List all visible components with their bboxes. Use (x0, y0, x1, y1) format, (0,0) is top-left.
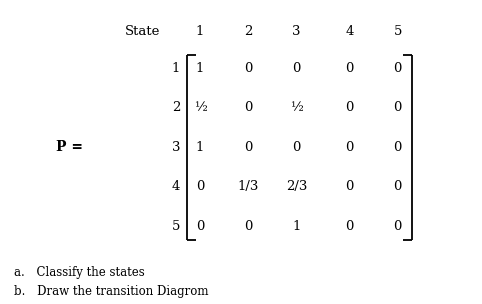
Text: 0: 0 (345, 102, 354, 114)
Text: 1: 1 (172, 62, 180, 75)
Text: 0: 0 (345, 181, 354, 193)
Text: a.  Classify the states: a. Classify the states (14, 266, 145, 278)
Text: 1: 1 (292, 220, 301, 233)
Text: 0: 0 (393, 141, 402, 154)
Text: 5: 5 (172, 220, 180, 233)
Text: P =: P = (56, 140, 83, 154)
Text: State: State (124, 26, 160, 38)
Text: 0: 0 (196, 181, 204, 193)
Text: 2/3: 2/3 (286, 181, 307, 193)
Text: 0: 0 (393, 62, 402, 75)
Text: 2: 2 (172, 102, 180, 114)
Text: 3: 3 (172, 141, 180, 154)
Text: 1: 1 (196, 62, 204, 75)
Text: 0: 0 (244, 220, 253, 233)
Text: 0: 0 (345, 220, 354, 233)
Text: 0: 0 (244, 141, 253, 154)
Text: 0: 0 (345, 62, 354, 75)
Text: 3: 3 (292, 26, 301, 38)
Text: 2: 2 (244, 26, 253, 38)
Text: 0: 0 (292, 141, 301, 154)
Text: 0: 0 (244, 102, 253, 114)
Text: 0: 0 (345, 141, 354, 154)
Text: 4: 4 (172, 181, 180, 193)
Text: 5: 5 (393, 26, 402, 38)
Text: 0: 0 (393, 181, 402, 193)
Text: 0: 0 (244, 62, 253, 75)
Text: 1: 1 (196, 141, 204, 154)
Text: 1: 1 (196, 26, 204, 38)
Text: b.  Draw the transition Diagrom: b. Draw the transition Diagrom (14, 285, 209, 298)
Text: 0: 0 (196, 220, 204, 233)
Text: 0: 0 (292, 62, 301, 75)
Text: ½: ½ (290, 102, 303, 114)
Text: ½: ½ (194, 102, 206, 114)
Text: 4: 4 (345, 26, 354, 38)
Text: 0: 0 (393, 102, 402, 114)
Text: 0: 0 (393, 220, 402, 233)
Text: 1/3: 1/3 (238, 181, 259, 193)
